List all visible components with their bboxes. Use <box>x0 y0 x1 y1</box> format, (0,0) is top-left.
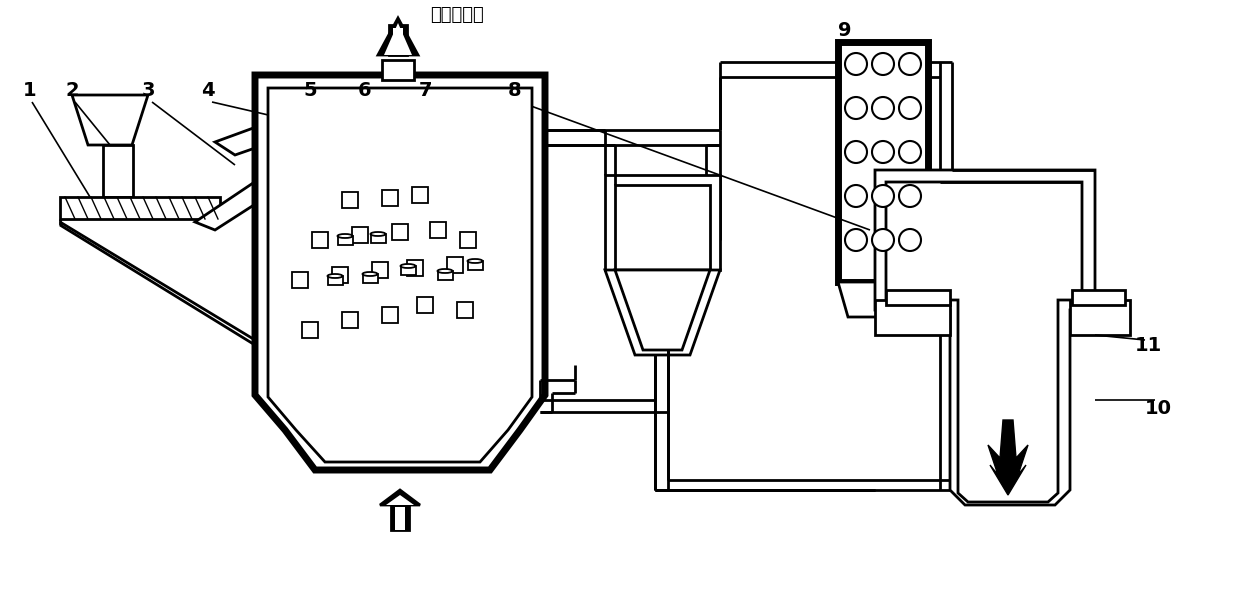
Circle shape <box>872 97 894 119</box>
Bar <box>371 234 386 243</box>
Text: 10: 10 <box>1145 399 1172 418</box>
Bar <box>407 260 423 276</box>
Text: 5: 5 <box>304 81 316 100</box>
Circle shape <box>872 141 894 163</box>
Bar <box>312 232 329 248</box>
Bar <box>458 302 472 318</box>
Bar <box>460 232 476 248</box>
Circle shape <box>899 141 921 163</box>
Bar <box>329 276 343 285</box>
Bar <box>1073 290 1125 305</box>
Ellipse shape <box>362 272 377 276</box>
Circle shape <box>899 53 921 75</box>
Polygon shape <box>378 18 418 55</box>
Bar <box>291 272 308 288</box>
Bar <box>60 197 219 219</box>
Text: 去烟气处理: 去烟气处理 <box>430 6 484 24</box>
Bar <box>412 187 428 203</box>
Ellipse shape <box>401 264 415 268</box>
Bar <box>339 236 353 245</box>
Ellipse shape <box>327 274 342 278</box>
Ellipse shape <box>371 232 386 236</box>
Circle shape <box>872 53 894 75</box>
Polygon shape <box>391 505 409 530</box>
Ellipse shape <box>467 259 482 263</box>
Circle shape <box>844 185 867 207</box>
Polygon shape <box>396 507 405 530</box>
Polygon shape <box>379 490 420 505</box>
Polygon shape <box>393 28 403 55</box>
Bar <box>332 267 348 283</box>
Bar <box>342 312 358 328</box>
Text: 3: 3 <box>141 81 155 100</box>
Bar <box>1070 300 1130 335</box>
Polygon shape <box>72 95 148 145</box>
Bar <box>438 271 453 280</box>
Polygon shape <box>384 23 412 55</box>
Text: 9: 9 <box>838 21 852 39</box>
Polygon shape <box>255 75 546 470</box>
Text: 6: 6 <box>358 81 372 100</box>
Bar <box>875 300 950 335</box>
Bar <box>103 145 133 197</box>
Circle shape <box>899 229 921 251</box>
Polygon shape <box>389 25 407 55</box>
Circle shape <box>899 185 921 207</box>
Bar <box>382 307 398 323</box>
Polygon shape <box>605 270 720 355</box>
Bar <box>392 224 408 240</box>
Text: 1: 1 <box>24 81 37 100</box>
Bar <box>467 261 484 270</box>
Polygon shape <box>875 170 1095 505</box>
Text: 7: 7 <box>418 81 432 100</box>
Circle shape <box>844 97 867 119</box>
Text: 4: 4 <box>201 81 215 100</box>
Circle shape <box>872 185 894 207</box>
Bar <box>342 192 358 208</box>
Circle shape <box>844 141 867 163</box>
Polygon shape <box>988 420 1028 495</box>
Bar <box>401 266 415 275</box>
Circle shape <box>872 229 894 251</box>
Ellipse shape <box>337 234 352 238</box>
Polygon shape <box>838 282 928 317</box>
Bar <box>303 322 317 338</box>
Polygon shape <box>887 182 1083 502</box>
Text: 2: 2 <box>66 81 79 100</box>
Bar <box>838 42 928 282</box>
Circle shape <box>844 53 867 75</box>
Polygon shape <box>215 100 350 155</box>
Bar <box>887 290 950 305</box>
Bar <box>430 222 446 238</box>
Polygon shape <box>615 185 711 270</box>
Circle shape <box>844 229 867 251</box>
Bar <box>363 274 378 283</box>
Polygon shape <box>605 175 720 270</box>
Bar <box>382 190 398 206</box>
Circle shape <box>899 97 921 119</box>
Ellipse shape <box>438 269 453 273</box>
Bar <box>417 297 433 313</box>
Polygon shape <box>615 270 711 350</box>
Text: 8: 8 <box>508 81 522 100</box>
Bar <box>352 227 368 243</box>
Bar <box>446 257 463 273</box>
Bar <box>382 60 414 80</box>
Polygon shape <box>268 88 532 462</box>
Polygon shape <box>386 495 414 505</box>
Text: 11: 11 <box>1135 336 1162 355</box>
Polygon shape <box>195 175 285 230</box>
Bar <box>372 262 388 278</box>
